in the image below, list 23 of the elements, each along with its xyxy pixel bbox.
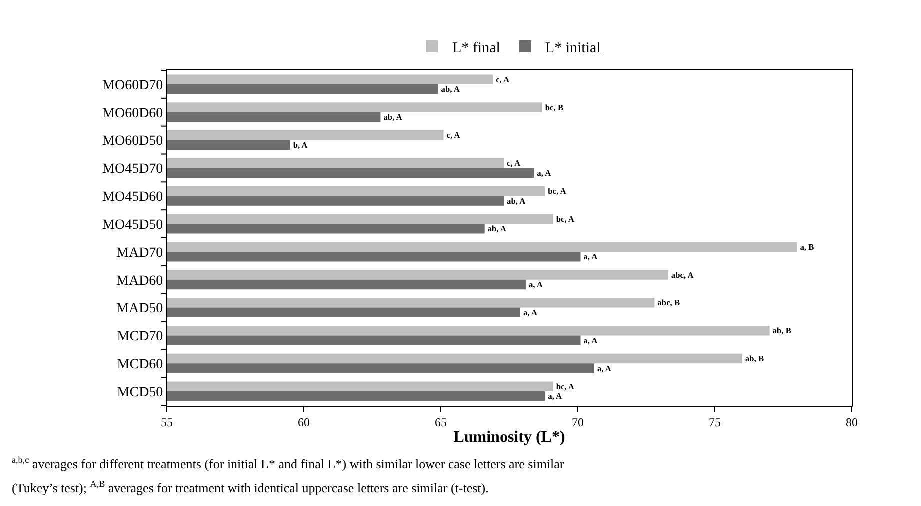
x-tick-label: 75 (709, 415, 721, 430)
x-tick-label: 60 (298, 415, 310, 430)
x-tick-label: 80 (846, 415, 858, 430)
y-tick-label: MCD50 (117, 385, 164, 400)
y-tick-label: MCD70 (117, 330, 164, 345)
x-tick-label: 70 (572, 415, 584, 430)
y-tick-label: MO60D50 (102, 134, 164, 150)
y-tick-label: MCD60 (117, 358, 164, 373)
x-tick-label: 65 (435, 415, 447, 430)
y-tick-label: MO60D60 (102, 106, 164, 122)
legend-label: L* initial (545, 40, 601, 56)
x-axis-title: Luminosity (L*) (454, 429, 566, 446)
y-tick-label: MO45D50 (102, 218, 164, 233)
y-tick-label: MAD70 (116, 246, 164, 261)
x-tick-label: 55 (161, 415, 173, 430)
legend-label: L* final (452, 40, 500, 56)
y-tick-label: MO60D70 (102, 78, 164, 94)
y-tick-label: MO45D70 (102, 162, 164, 178)
y-tick-label: MO45D60 (102, 190, 164, 206)
text: $^{a,b,c}$ averages for different treatments (for initial L* and final L*) with similar lower case letters are similar (12, 455, 565, 472)
y-tick-label: MAD50 (116, 302, 164, 317)
text: (Tukey’s test); $^{A,B}$ averages for treatment with identical uppercase letters are similar (t-test). (12, 479, 489, 496)
y-tick-label: MAD60 (116, 274, 164, 289)
